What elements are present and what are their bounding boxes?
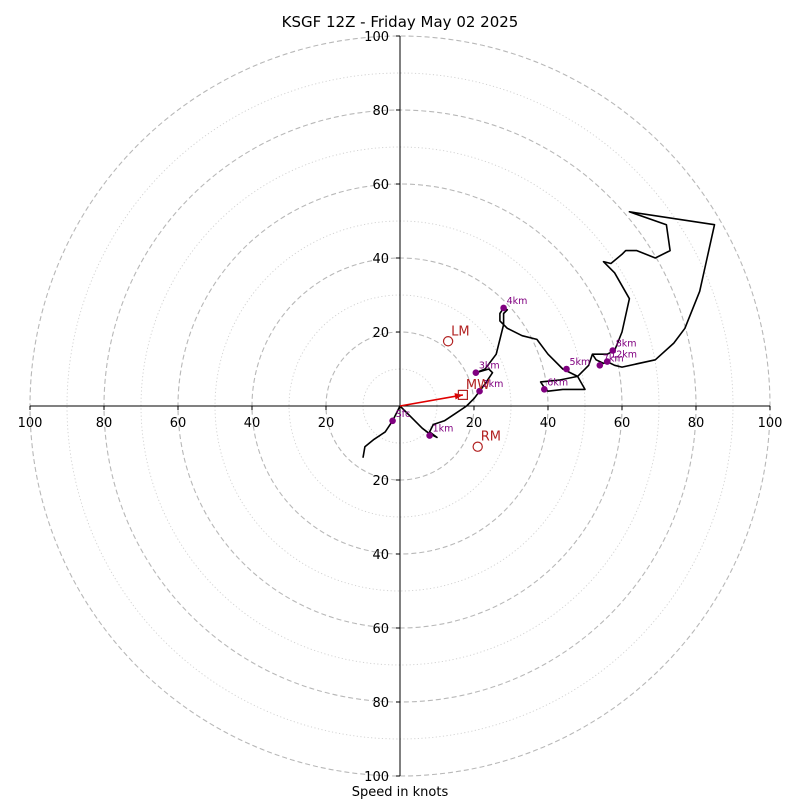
height-marker-5km xyxy=(563,365,570,373)
height-label-Sfc: Sfc xyxy=(396,409,411,420)
height-label-6km: 6km xyxy=(547,377,568,388)
x-tick-label: 20 xyxy=(466,416,483,431)
tick-labels: 100 80 60 40 20 20 40 60 80 100 100 80 60 40 20 20 40 60 8… xyxy=(18,30,783,785)
height-marker-12km xyxy=(603,358,611,365)
storm-motion-RM xyxy=(472,441,483,452)
x-tick-label: 100 xyxy=(18,416,43,431)
chart-title: KSGF 12Z - Friday May 02 2025 xyxy=(282,13,519,31)
height-label-1km: 1km xyxy=(433,424,454,435)
y-tick-label: 60 xyxy=(372,178,389,193)
y-tick-label: 60 xyxy=(372,622,389,637)
height-label-4km: 4km xyxy=(507,296,528,307)
y-tick-label: 40 xyxy=(372,252,389,267)
storm-motion-label-RM: RM xyxy=(481,430,501,445)
x-tick-label: 40 xyxy=(244,416,261,431)
y-tick-label: 40 xyxy=(372,548,389,563)
hodograph-trace xyxy=(362,211,716,458)
height-label-3km: 3km xyxy=(479,361,500,372)
x-tick-label: 80 xyxy=(688,416,705,431)
height-label-2km: 2km xyxy=(483,379,504,390)
height-label-7km: 7km xyxy=(603,353,624,364)
storm-motion-markers: LM RM MW xyxy=(442,324,501,452)
height-marker-3km xyxy=(472,369,480,377)
height-marker-6km xyxy=(541,386,548,393)
height-label-8km: 8km xyxy=(616,339,637,350)
y-tick-label: 20 xyxy=(372,474,389,489)
height-marker-1km xyxy=(426,432,433,439)
x-tick-label: 60 xyxy=(614,416,631,431)
mean-wind-arrow-shaft xyxy=(399,394,464,407)
x-tick-label: 20 xyxy=(318,416,335,431)
x-tick-label: 40 xyxy=(540,416,557,431)
height-marker-7km xyxy=(596,362,604,369)
storm-motion-LM xyxy=(442,336,454,347)
height-marker-Sfc xyxy=(389,417,396,425)
y-tick-label: 100 xyxy=(364,770,389,785)
storm-motion-label-LM: LM xyxy=(451,324,469,339)
y-tick-label: 80 xyxy=(372,696,389,711)
height-label-12km: 12km xyxy=(610,350,637,361)
height-marker-2km xyxy=(476,387,483,395)
x-tick-label: 80 xyxy=(96,416,113,431)
x-axis-label: Speed in knots xyxy=(352,785,449,800)
height-label-5km: 5km xyxy=(570,357,591,368)
x-tick-label: 100 xyxy=(758,416,783,431)
y-tick-label: 80 xyxy=(372,104,389,119)
y-tick-label: 100 xyxy=(364,30,389,45)
storm-motion-MW xyxy=(457,389,468,400)
storm-motion-label-MW: MW xyxy=(466,378,490,393)
y-tick-label: 20 xyxy=(372,326,389,341)
height-marker-4km xyxy=(500,304,507,312)
height-marker-8km xyxy=(609,347,617,354)
x-tick-label: 60 xyxy=(170,416,187,431)
